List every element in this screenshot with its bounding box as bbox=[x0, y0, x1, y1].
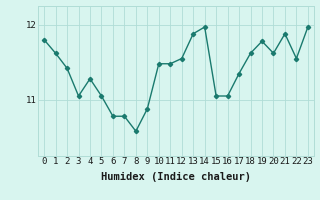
X-axis label: Humidex (Indice chaleur): Humidex (Indice chaleur) bbox=[101, 172, 251, 182]
